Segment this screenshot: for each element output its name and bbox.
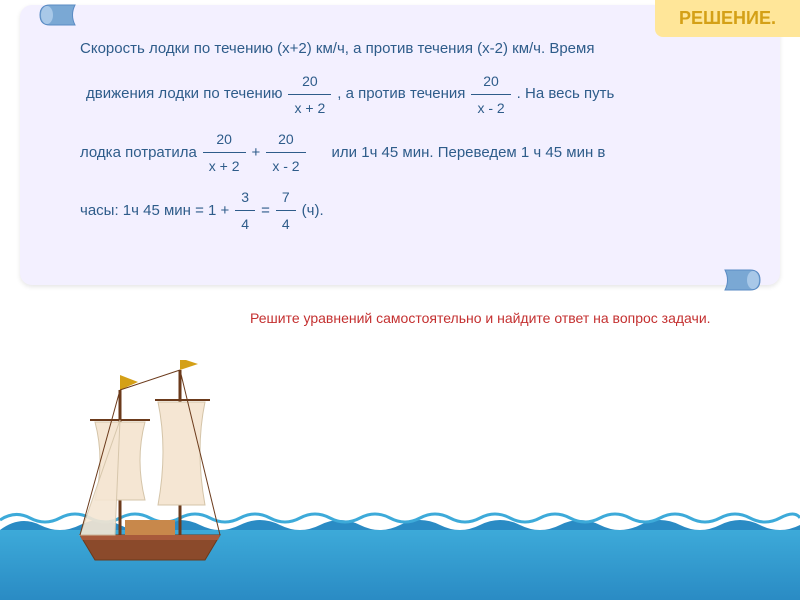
fraction-denominator: х + 2 <box>288 95 331 122</box>
instruction-text: Решите уравнений самостоятельно и найдит… <box>250 310 780 326</box>
fraction-numerator: 20 <box>288 68 331 96</box>
fraction-denominator: х + 2 <box>203 153 246 180</box>
fraction-numerator: 7 <box>276 184 296 212</box>
problem-panel: Скорость лодки по течению (х+2) км/ч, а … <box>20 5 780 285</box>
fraction-4: 20 х - 2 <box>266 126 305 180</box>
problem-line-4: часы: 1ч 45 мин = 1 + 3 4 = 7 4 (ч). <box>80 184 745 238</box>
instruction-content: Решите уравнений самостоятельно и найдит… <box>250 310 711 326</box>
text-segment: лодка потратила <box>80 139 197 168</box>
fraction-3: 20 х + 2 <box>203 126 246 180</box>
fraction-1: 20 х + 2 <box>288 68 331 122</box>
fraction-denominator: х - 2 <box>471 95 510 122</box>
text-segment: (ч). <box>302 197 324 226</box>
scroll-top-icon <box>35 0 80 30</box>
fraction-numerator: 3 <box>235 184 255 212</box>
problem-content: Скорость лодки по течению (х+2) км/ч, а … <box>80 35 745 238</box>
problem-line-1: Скорость лодки по течению (х+2) км/ч, а … <box>80 35 745 64</box>
text-segment: . На весь путь <box>517 80 615 109</box>
scroll-bottom-icon <box>720 265 765 295</box>
text-segment: + <box>252 139 261 168</box>
fraction-2: 20 х - 2 <box>471 68 510 122</box>
text-segment: Скорость лодки по течению (х+2) км/ч, а … <box>80 35 594 64</box>
text-segment: движения лодки по течению <box>86 80 282 109</box>
text-segment: , а против течения <box>337 80 465 109</box>
text-segment: или 1ч 45 мин. Переведем 1 ч 45 мин в <box>332 139 606 168</box>
fraction-denominator: х - 2 <box>266 153 305 180</box>
header-title: РЕШЕНИЕ. <box>679 8 776 28</box>
ship-illustration <box>50 360 250 570</box>
fraction-denominator: 4 <box>235 211 255 238</box>
text-segment: часы: 1ч 45 мин = 1 + <box>80 197 229 226</box>
fraction-numerator: 20 <box>471 68 510 96</box>
fraction-numerator: 20 <box>203 126 246 154</box>
fraction-denominator: 4 <box>276 211 296 238</box>
fraction-5: 3 4 <box>235 184 255 238</box>
solution-header: РЕШЕНИЕ. <box>655 0 800 37</box>
problem-line-3: лодка потратила 20 х + 2 + 20 х - 2 или … <box>80 126 745 180</box>
text-segment: = <box>261 197 270 226</box>
fraction-6: 7 4 <box>276 184 296 238</box>
problem-line-2: движения лодки по течению 20 х + 2 , а п… <box>80 68 745 122</box>
fraction-numerator: 20 <box>266 126 305 154</box>
